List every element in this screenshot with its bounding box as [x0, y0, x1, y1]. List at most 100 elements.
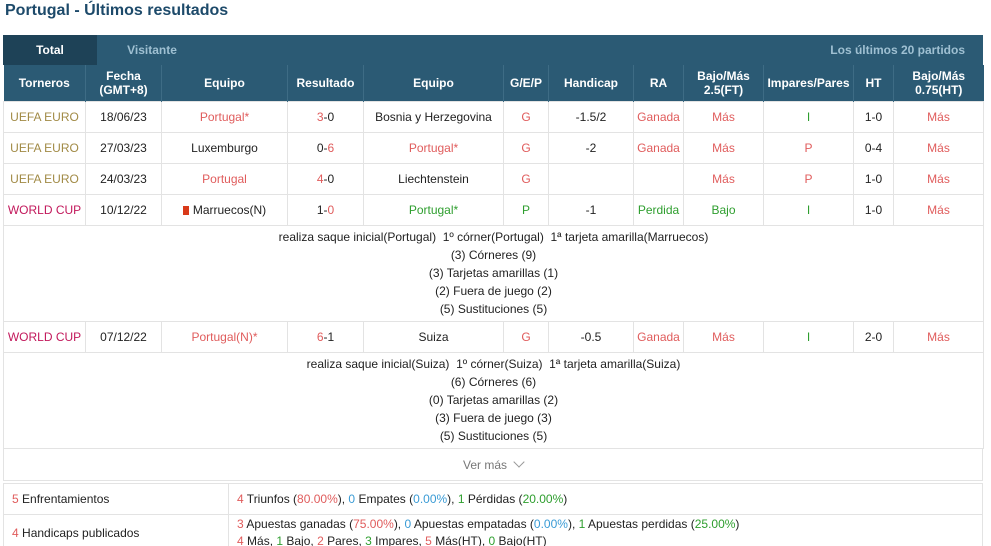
detail-line: (3) Córneres (9) [450, 247, 537, 262]
over-under-ft: Más [683, 100, 764, 133]
encounters-text: Enfrentamientos [18, 491, 110, 506]
home-score: 6 [316, 329, 324, 344]
col-header: Bajo/Más 2.5(FT) [683, 65, 764, 101]
col-header: G/E/P [503, 65, 549, 101]
over-text: Más, [243, 534, 277, 546]
table-row[interactable]: UEFA EURO 24/03/23 Portugal 4-0 Liechtenstei… [3, 162, 984, 195]
under-ht-count: 0 [488, 534, 496, 546]
home-team-name[interactable]: Luxemburgo [191, 140, 258, 155]
over-under-ht: Más [893, 131, 984, 164]
draws-text: Empates ( [355, 491, 414, 506]
see-more-button[interactable]: Ver más [3, 448, 983, 481]
match-details: realiza saque inicial(Suiza) 1º córner(S… [3, 351, 984, 449]
match-details-row: realiza saque inicial(Suiza) 1º córner(S… [3, 351, 984, 449]
detail-line: (5) Sustituciones (5) [439, 428, 548, 443]
result-gep: G [503, 100, 549, 133]
competition: UEFA EURO [3, 100, 86, 133]
result-gep: G [503, 320, 549, 353]
col-header: Fecha (GMT+8) [85, 65, 162, 101]
table-row[interactable]: UEFA EURO 18/06/23 Portugal* 3-0 Bosnia y He… [3, 100, 984, 133]
home-score: 1 [316, 202, 324, 217]
home-team: Portugal [161, 162, 288, 195]
away-score: 6 [327, 140, 335, 155]
half-time: 1-0 [853, 193, 894, 226]
even-text: Pares, [323, 534, 366, 546]
odd-even: P [763, 131, 854, 164]
away-score: 0 [327, 171, 335, 186]
col-header: Resultado [287, 65, 364, 101]
detail-line: (3) Tarjetas amarillas (1) [428, 265, 559, 280]
home-score: 4 [316, 171, 324, 186]
bets-draw-text: Apuestas empatadas ( [411, 517, 534, 531]
odd-even: P [763, 162, 854, 195]
away-team: Liechtenstein [363, 162, 504, 195]
match-date: 24/03/23 [85, 162, 162, 195]
table-row[interactable]: WORLD CUP 07/12/22 Portugal(N)* 6-1 Suiza G -0… [3, 320, 984, 353]
odd-text: Impares, [371, 534, 426, 546]
encounters-label: 5 Enfrentamientos [3, 482, 229, 515]
table-header: Torneros Fecha (GMT+8) Equipo Resultado … [3, 65, 984, 101]
wins-count: 4 [237, 491, 244, 506]
losses-count: 1 [457, 491, 465, 506]
away-team: Portugal* [363, 131, 504, 164]
draws-count: 0 [348, 491, 356, 506]
bets-draw-percent: 0.00% [533, 517, 568, 531]
match-date: 10/12/22 [85, 193, 162, 226]
over-under-ft: Bajo [683, 193, 764, 226]
score-separator: - [323, 329, 328, 344]
detail-line: (2) Fuera de juego (2) [435, 283, 552, 298]
odd-even: I [763, 320, 854, 353]
bets-won-percent: 75.00% [353, 517, 394, 531]
summary-row-encounters: 5 Enfrentamientos 4 Triunfos (80.00%), 0… [3, 482, 983, 515]
losses-percent: 20.00% [522, 491, 564, 506]
score: 3-0 [287, 100, 364, 133]
over-count: 4 [237, 534, 244, 546]
table-row[interactable]: UEFA EURO 27/03/23 Luxemburgo 0-6 Portugal* G… [3, 131, 984, 164]
away-team-name[interactable]: Liechtenstein [398, 171, 469, 186]
home-score: 3 [316, 109, 324, 124]
table-row[interactable]: WORLD CUP 10/12/22 Marruecos(N) 1-0 Portugal… [3, 193, 984, 226]
odd-even: I [763, 193, 854, 226]
home-team: Luxemburgo [161, 131, 288, 164]
away-score: 0 [327, 109, 335, 124]
over-ht-count: 5 [425, 534, 432, 546]
col-header: Torneros [3, 65, 86, 101]
home-team: Marruecos(N) [161, 193, 288, 226]
away-team-name[interactable]: Portugal* [408, 140, 459, 155]
competition: UEFA EURO [3, 162, 86, 195]
detail-line: (3) Fuera de juego (3) [435, 410, 552, 425]
handicap-result: Ganada [633, 320, 684, 353]
home-team-name[interactable]: Portugal(N)* [191, 329, 258, 344]
home-score: 0 [316, 140, 324, 155]
tab-visitante[interactable]: Visitante [127, 43, 177, 57]
home-team-name[interactable]: Portugal [202, 171, 247, 186]
encounters-count: 5 [12, 491, 19, 506]
handicap: -1.5/2 [548, 100, 634, 133]
handicaps-count: 4 [12, 525, 19, 540]
home-team-name[interactable]: Marruecos(N) [192, 202, 267, 217]
handicap: -2 [548, 131, 634, 164]
detail-line: (6) Córneres (6) [450, 374, 537, 389]
result-gep: G [503, 162, 549, 195]
home-team-name[interactable]: Portugal* [199, 109, 250, 124]
score-separator: - [323, 171, 328, 186]
away-team-name[interactable]: Suiza [418, 329, 449, 344]
tab-total[interactable]: Total [3, 35, 97, 65]
half-time: 0-4 [853, 131, 894, 164]
score-separator: - [323, 202, 328, 217]
col-header: HT [853, 65, 894, 101]
bets-lost-count: 1 [578, 517, 586, 531]
score: 0-6 [287, 131, 364, 164]
results-table: Torneros Fecha (GMT+8) Equipo Resultado … [3, 65, 984, 449]
bets-won-count: 3 [237, 517, 244, 531]
handicaps-stats: 3 Apuestas ganadas (75.00%), 0 Apuestas … [228, 513, 983, 546]
away-score: 1 [327, 329, 335, 344]
sep: ) [735, 517, 740, 531]
away-team-name[interactable]: Bosnia y Herzegovina [375, 109, 492, 124]
sep: ), [337, 491, 349, 506]
results-body: UEFA EURO 18/06/23 Portugal* 3-0 Bosnia y He… [3, 100, 984, 449]
handicap: -0.5 [548, 320, 634, 353]
last-matches-selector[interactable]: Los últimos 20 partidos [830, 43, 965, 57]
odd-even: I [763, 100, 854, 133]
away-team-name[interactable]: Portugal* [408, 202, 459, 217]
